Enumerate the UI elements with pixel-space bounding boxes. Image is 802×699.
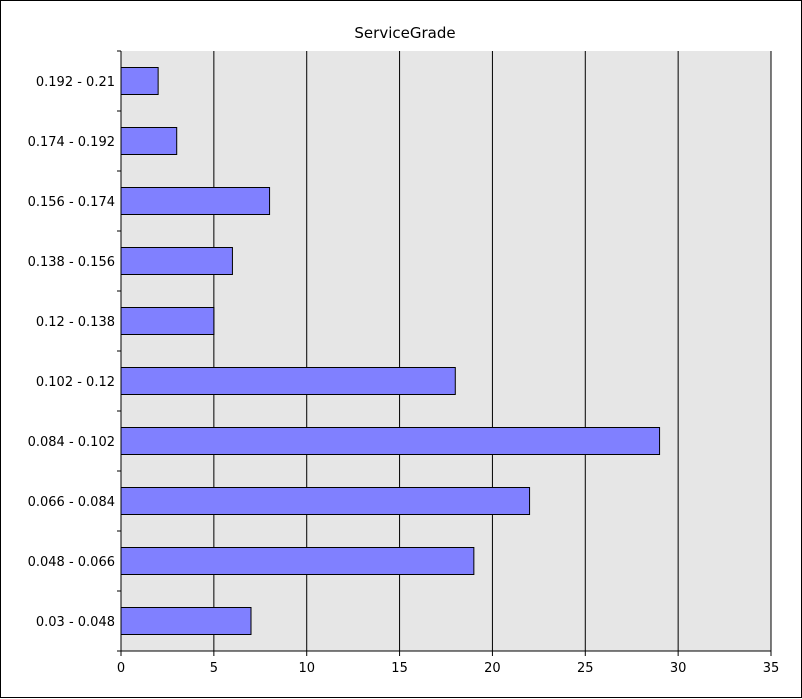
y-tick-labels: 0.03 - 0.048 0.048 - 0.066 0.066 - 0.084 0.… [28, 75, 115, 630]
bar [120, 187, 271, 215]
y-tick-label: 0.138 - 0.156 [28, 255, 115, 270]
y-tick-label: 0.048 - 0.066 [28, 555, 115, 570]
y-tick-label: 0.084 - 0.102 [28, 435, 115, 450]
x-tick-label: 20 [484, 661, 501, 676]
y-tick-label: 0.03 - 0.048 [36, 615, 115, 630]
axes [117, 50, 772, 656]
y-tick-label: 0.12 - 0.138 [36, 315, 115, 330]
x-tick-label: 30 [670, 661, 687, 676]
bar [120, 487, 531, 515]
x-tick-label: 5 [210, 661, 218, 676]
bar [120, 427, 661, 455]
x-tick-label: 0 [117, 661, 125, 676]
bar [120, 127, 178, 155]
y-tick-label: 0.174 - 0.192 [28, 135, 115, 150]
bar [120, 307, 215, 335]
bars [120, 67, 661, 635]
chart-title: ServiceGrade [354, 24, 455, 42]
y-tick-label: 0.066 - 0.084 [28, 495, 115, 510]
bar [120, 547, 475, 575]
bar [120, 367, 456, 395]
y-tick-label: 0.102 - 0.12 [36, 375, 115, 390]
bar [120, 247, 233, 275]
y-tick-label: 0.156 - 0.174 [28, 195, 115, 210]
bar [120, 67, 159, 95]
grid-lines [213, 51, 772, 651]
bar [120, 607, 252, 635]
x-tick-label: 25 [577, 661, 594, 676]
x-tick-label: 35 [763, 661, 780, 676]
x-tick-labels: 0 5 10 15 20 25 30 35 [117, 661, 779, 676]
x-tick-label: 10 [298, 661, 315, 676]
x-tick-label: 15 [391, 661, 408, 676]
y-tick-label: 0.192 - 0.21 [36, 75, 115, 90]
